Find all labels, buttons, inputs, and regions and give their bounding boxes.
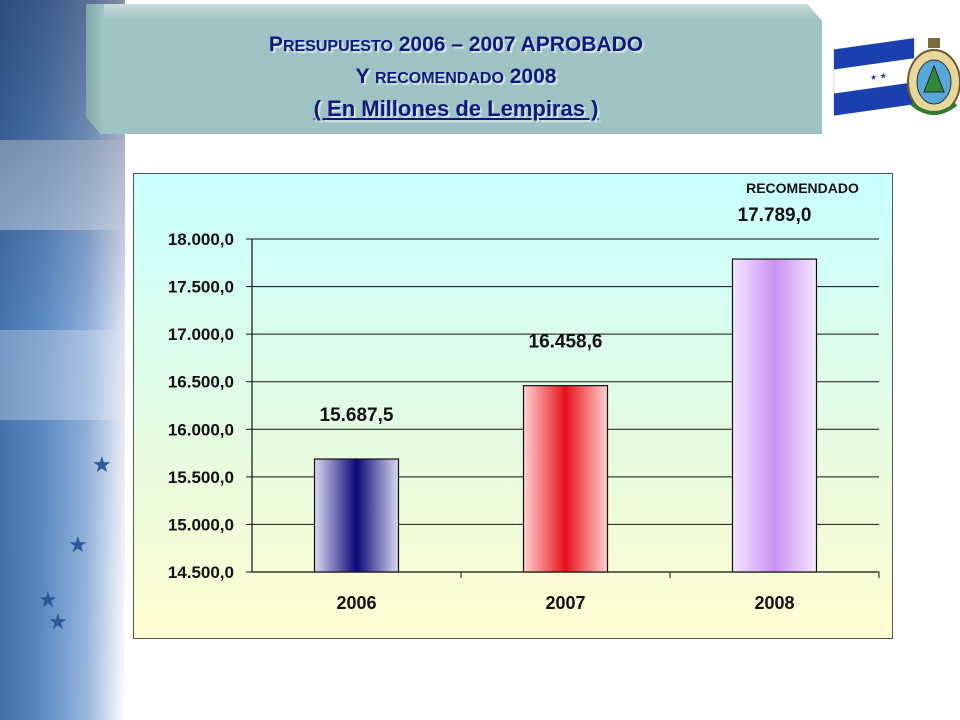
- y-tick-label: 15.500,0: [168, 468, 234, 487]
- star-icon: ★: [92, 453, 112, 478]
- data-label: 16.458,6: [529, 332, 603, 353]
- star-icon: ★: [68, 533, 88, 558]
- banner-bevel: [86, 4, 104, 134]
- svg-text:★ ★: ★ ★: [870, 71, 887, 82]
- title-line-1: PRESUPUESTO 2006 – 2007 APROBADO: [268, 33, 644, 56]
- bar-2006: [313, 458, 400, 573]
- bar-chart: 14.500,0 15.000,0 15.500,0 16.000,0 16.500,0…: [168, 180, 880, 613]
- title-line-3: ( En Millones de Lempiras ): [313, 96, 599, 121]
- star-icon: ★: [38, 588, 58, 613]
- annotation-recomendado: RECOMENDADO: [746, 180, 859, 196]
- title-banner: [86, 4, 822, 134]
- y-tick-label: 18.000,0: [168, 230, 234, 249]
- data-label: 15.687,5: [320, 405, 394, 426]
- y-tick-label: 16.500,0: [168, 373, 234, 392]
- y-tick-label: 17.500,0: [168, 278, 234, 297]
- x-tick-label: 2007: [545, 593, 585, 613]
- chart-area: 14.500,0 15.000,0 15.500,0 16.000,0 16.500,0…: [133, 173, 893, 639]
- bar-2008: [731, 258, 818, 573]
- y-tick-label: 16.000,0: [168, 420, 234, 439]
- page-title: PRESUPUESTO 2006 – 2007 APROBADO Y RECOM…: [106, 30, 806, 124]
- title-line-2: Y RECOMENDADO 2008: [355, 65, 557, 88]
- banner-bevel: [86, 4, 822, 20]
- bar-2007: [522, 385, 609, 573]
- x-tick-label: 2006: [336, 593, 376, 613]
- star-icon: ★: [48, 610, 68, 635]
- honduras-emblem-icon: ★ ★: [833, 37, 960, 116]
- y-tick-label: 17.000,0: [168, 325, 234, 344]
- y-tick-label: 15.000,0: [168, 515, 234, 534]
- x-tick-label: 2008: [754, 593, 794, 613]
- y-tick-label: 14.500,0: [168, 563, 234, 582]
- data-label: 17.789,0: [738, 205, 812, 226]
